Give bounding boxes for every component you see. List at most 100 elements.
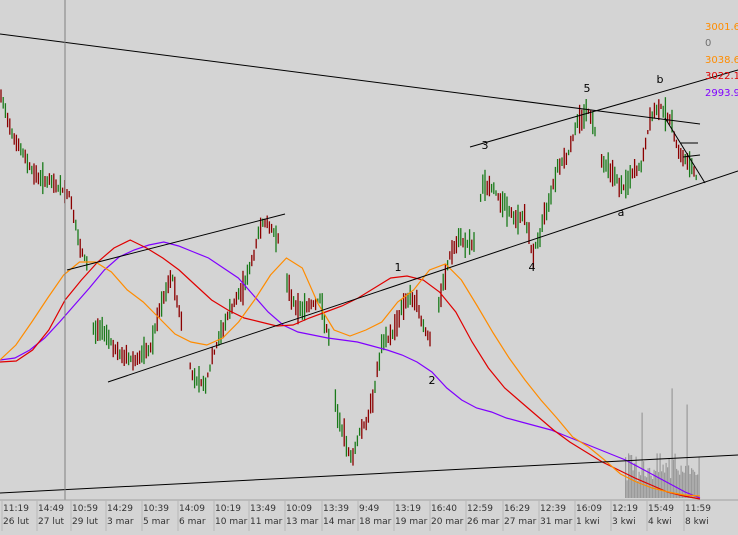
volume-bar-46: [694, 471, 696, 498]
moving-average-line-2: [0, 239, 701, 500]
time-tick-label-19: 11:59: [685, 504, 711, 514]
volume-bar-39: [683, 472, 685, 498]
volume-bar-10: [640, 475, 642, 498]
volume-bar-26: [664, 472, 666, 498]
date-tick-label-13: 26 mar: [467, 517, 500, 527]
volume-bar-9: [638, 471, 640, 498]
volume-bar-7: [635, 456, 637, 498]
date-tick-label-5: 6 mar: [179, 517, 206, 527]
time-tick-label-15: 12:39: [540, 504, 566, 514]
time-axis: 11:19 26 lut 14:49 27 lut 10:59 29 lut 14:29 3 …: [0, 499, 738, 531]
volume-bar-11: [641, 412, 643, 498]
legend-values: 3001.6 0 3038.6 3022.1 2993.9: [705, 22, 738, 99]
wave-label-b: b: [657, 73, 664, 86]
date-tick-label-17: 3 kwi: [612, 517, 636, 527]
time-axis-background: [0, 500, 738, 531]
volume-bar-42: [688, 465, 690, 498]
date-tick-label-15: 31 mar: [540, 517, 573, 527]
time-tick-label-11: 13:19: [395, 504, 421, 514]
volume-bar-41: [686, 404, 688, 498]
wave-label-1: 1: [395, 261, 402, 274]
volume-bar-40: [685, 465, 687, 498]
volume-bar-19: [653, 469, 655, 498]
time-tick-label-2: 10:59: [72, 504, 98, 514]
date-tick-label-6: 10 mar: [215, 517, 248, 527]
trend-line-wave-c: [664, 117, 706, 184]
volume-bars: [625, 388, 700, 498]
volume-bar-44: [691, 468, 693, 498]
time-tick-label-8: 10:09: [286, 504, 312, 514]
volume-bar-3: [629, 455, 631, 498]
volume-bar-5: [632, 470, 634, 498]
volume-bar-25: [662, 464, 664, 498]
legend-value-1: 3001.6: [705, 22, 738, 33]
time-tick-label-9: 13:39: [323, 504, 349, 514]
time-tick-label-10: 9:49: [359, 504, 379, 514]
volume-bar-45: [692, 469, 694, 498]
volume-bar-31: [671, 388, 673, 498]
volume-bar-30: [670, 478, 672, 498]
volume-bar-13: [644, 476, 646, 498]
date-tick-label-7: 11 mar: [250, 517, 283, 527]
time-tick-label-3: 14:29: [107, 504, 133, 514]
trend-line-short-2: [682, 154, 701, 158]
moving-average-lines: [0, 239, 701, 500]
volume-bar-35: [677, 470, 679, 498]
trend-lines: [0, 33, 738, 494]
volume-bar-16: [649, 467, 651, 498]
volume-bar-36: [679, 474, 681, 498]
date-tick-label-18: 4 kwi: [648, 517, 672, 527]
time-tick-label-18: 15:49: [648, 504, 674, 514]
date-tick-label-4: 5 mar: [143, 517, 170, 527]
date-tick-label-10: 18 mar: [359, 517, 392, 527]
volume-bar-20: [655, 471, 657, 498]
volume-bar-34: [676, 468, 678, 498]
date-tick-label-9: 14 mar: [323, 517, 356, 527]
time-tick-label-13: 12:59: [467, 504, 493, 514]
time-tick-label-14: 16:29: [504, 504, 530, 514]
volume-bar-47: [695, 475, 697, 498]
volume-bar-12: [643, 461, 645, 498]
volume-bar-49: [698, 456, 700, 498]
wave-label-3: 3: [482, 139, 489, 152]
date-tick-label-11: 19 mar: [395, 517, 428, 527]
volume-bar-0: [625, 457, 627, 498]
volume-bar-33: [674, 453, 676, 498]
time-tick-label-4: 10:39: [143, 504, 169, 514]
time-tick-label-5: 14:09: [179, 504, 205, 514]
volume-bar-22: [658, 472, 660, 498]
time-tick-label-17: 12:19: [612, 504, 638, 514]
date-tick-label-2: 29 lut: [72, 517, 99, 527]
time-tick-label-6: 10:19: [215, 504, 241, 514]
trend-line-upper-descending: [0, 33, 701, 125]
volume-bar-43: [689, 474, 691, 498]
legend-value-5: 2993.9: [705, 88, 738, 99]
volume-bar-1: [626, 480, 628, 498]
time-tick-label-12: 16:40: [431, 504, 457, 514]
volume-bar-17: [650, 475, 652, 498]
time-tick-label-7: 13:49: [250, 504, 276, 514]
volume-bar-29: [668, 458, 670, 498]
volume-bar-2: [628, 453, 630, 498]
legend-value-3: 3038.6: [705, 55, 738, 66]
wave-label-4: 4: [529, 261, 536, 274]
date-tick-label-1: 27 lut: [38, 517, 65, 527]
volume-bar-27: [665, 462, 667, 498]
moving-average-line-3: [0, 257, 701, 497]
wave-labels: 1 2 3 4 5 a b: [395, 73, 664, 387]
volume-bar-8: [637, 481, 639, 498]
volume-bar-23: [659, 453, 661, 498]
volume-bar-37: [680, 465, 682, 498]
wave-label-5: 5: [584, 82, 591, 95]
wave-label-a: a: [618, 206, 625, 219]
date-tick-label-3: 3 mar: [107, 517, 134, 527]
date-tick-label-12: 20 mar: [431, 517, 464, 527]
trend-line-bottom-support: [0, 454, 738, 494]
time-tick-label-0: 11:19: [3, 504, 29, 514]
trend-line-channel-upper-left: [66, 213, 286, 271]
volume-bar-21: [656, 453, 658, 498]
volume-bar-38: [682, 471, 684, 498]
